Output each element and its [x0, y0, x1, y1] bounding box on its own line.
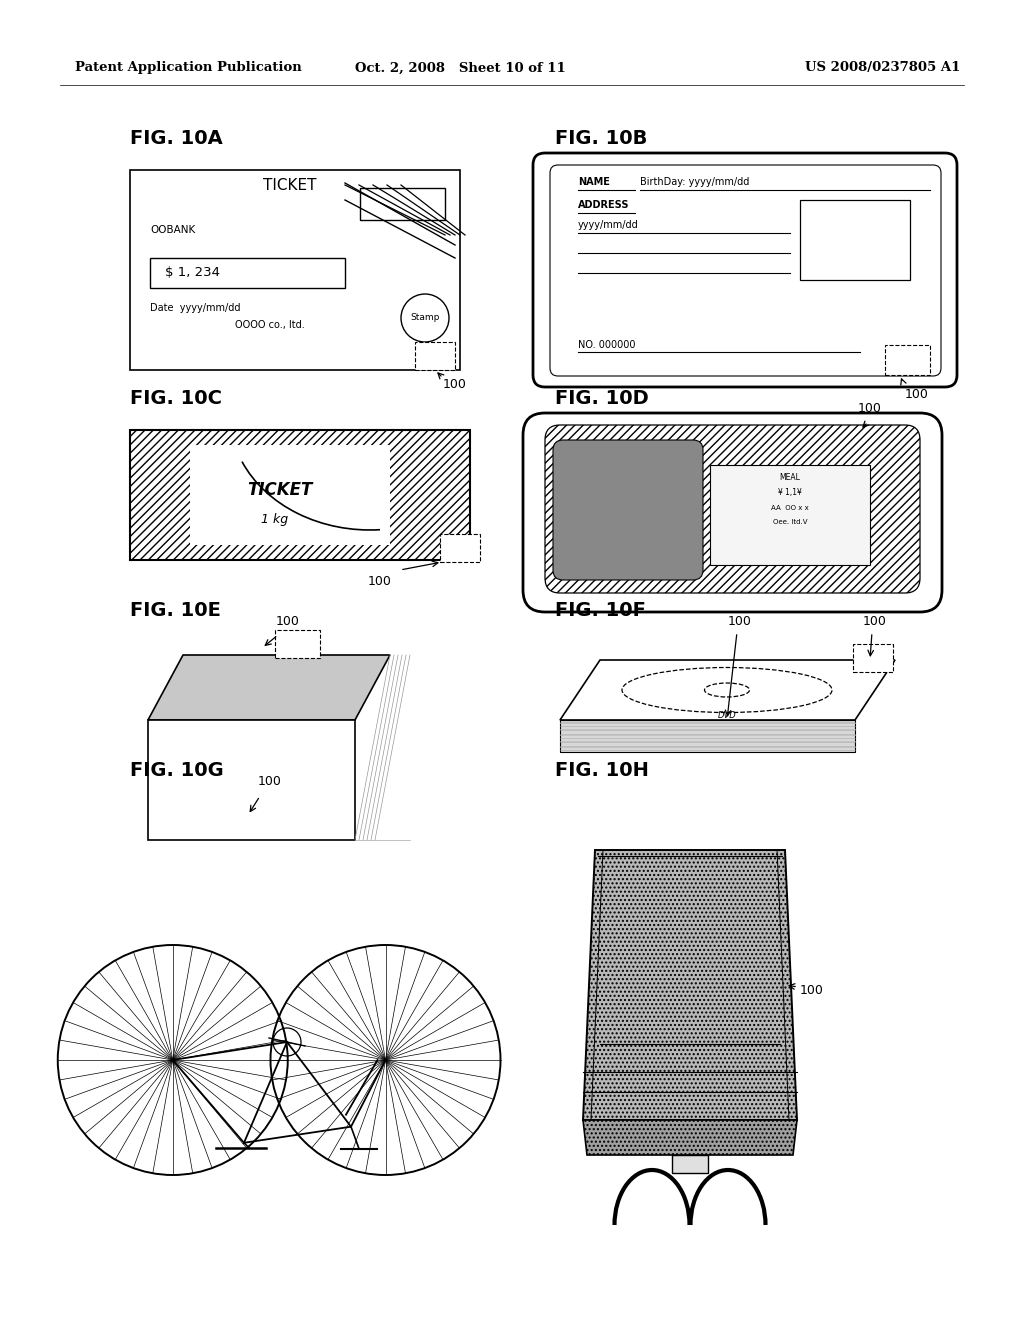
Text: FIG. 10D: FIG. 10D	[555, 389, 649, 408]
Bar	[150, 257, 345, 288]
Polygon shape	[560, 660, 895, 719]
Polygon shape	[148, 655, 390, 719]
Text: FIG. 10A: FIG. 10A	[130, 129, 223, 148]
Ellipse shape	[705, 682, 750, 697]
Polygon shape	[583, 1119, 797, 1155]
FancyBboxPatch shape	[553, 440, 703, 579]
Text: Patent Application Publication: Patent Application Publication	[75, 62, 302, 74]
FancyBboxPatch shape	[550, 165, 941, 376]
Text: FIG. 10C: FIG. 10C	[130, 389, 222, 408]
Ellipse shape	[622, 668, 831, 713]
Bar	[853, 644, 893, 672]
Text: ¥ 1,1¥: ¥ 1,1¥	[778, 488, 802, 498]
Text: FIG. 10F: FIG. 10F	[555, 601, 646, 620]
FancyBboxPatch shape	[534, 153, 957, 387]
Text: FIG. 10B: FIG. 10B	[555, 129, 647, 148]
Text: MEAL: MEAL	[779, 474, 801, 483]
Bar	[360, 187, 445, 220]
Bar	[415, 342, 455, 370]
Polygon shape	[148, 719, 355, 840]
Text: yyyy/mm/dd: yyyy/mm/dd	[578, 220, 639, 230]
Text: BirthDay: yyyy/mm/dd: BirthDay: yyyy/mm/dd	[640, 177, 750, 187]
Text: 100: 100	[863, 615, 887, 628]
Text: 100: 100	[276, 615, 300, 628]
Bar	[710, 465, 870, 565]
Text: Oee. ltd.V: Oee. ltd.V	[773, 519, 807, 525]
Text: 100: 100	[258, 775, 282, 788]
Text: TICKET: TICKET	[248, 480, 312, 499]
Polygon shape	[560, 719, 855, 752]
Bar	[130, 170, 460, 370]
Text: 100: 100	[728, 615, 752, 628]
Text: $ 1, 234: $ 1, 234	[165, 267, 220, 280]
Bar	[800, 201, 910, 280]
Bar	[672, 1155, 708, 1173]
Bar	[190, 445, 390, 545]
Text: 100: 100	[443, 379, 467, 392]
Text: 1 kg: 1 kg	[261, 513, 289, 527]
Text: 100: 100	[368, 576, 392, 587]
Text: Stamp: Stamp	[411, 314, 439, 322]
Text: DVD: DVD	[718, 710, 736, 719]
Text: US 2008/0237805 A1: US 2008/0237805 A1	[805, 62, 961, 74]
Text: TICKET: TICKET	[263, 177, 316, 193]
Text: ADDRESS: ADDRESS	[578, 201, 630, 210]
Text: Oct. 2, 2008   Sheet 10 of 11: Oct. 2, 2008 Sheet 10 of 11	[354, 62, 565, 74]
Text: AA  OO x x: AA OO x x	[771, 506, 809, 511]
Text: NO. 000000: NO. 000000	[578, 341, 636, 350]
Text: FIG. 10H: FIG. 10H	[555, 762, 649, 780]
Text: 100: 100	[905, 388, 929, 401]
Bar	[440, 535, 480, 562]
Bar	[885, 345, 930, 375]
Text: FIG. 10G: FIG. 10G	[130, 762, 224, 780]
Bar	[130, 430, 470, 560]
Text: 100: 100	[800, 983, 824, 997]
Text: OOOO co., ltd.: OOOO co., ltd.	[234, 319, 305, 330]
Text: FIG. 10E: FIG. 10E	[130, 601, 221, 620]
Text: NAME: NAME	[578, 177, 610, 187]
Text: 100: 100	[858, 403, 882, 414]
Text: Date  yyyy/mm/dd: Date yyyy/mm/dd	[150, 304, 241, 313]
FancyBboxPatch shape	[545, 425, 920, 593]
Polygon shape	[583, 850, 797, 1119]
FancyBboxPatch shape	[523, 413, 942, 612]
Bar	[275, 630, 319, 657]
Text: OOBANK: OOBANK	[150, 224, 196, 235]
